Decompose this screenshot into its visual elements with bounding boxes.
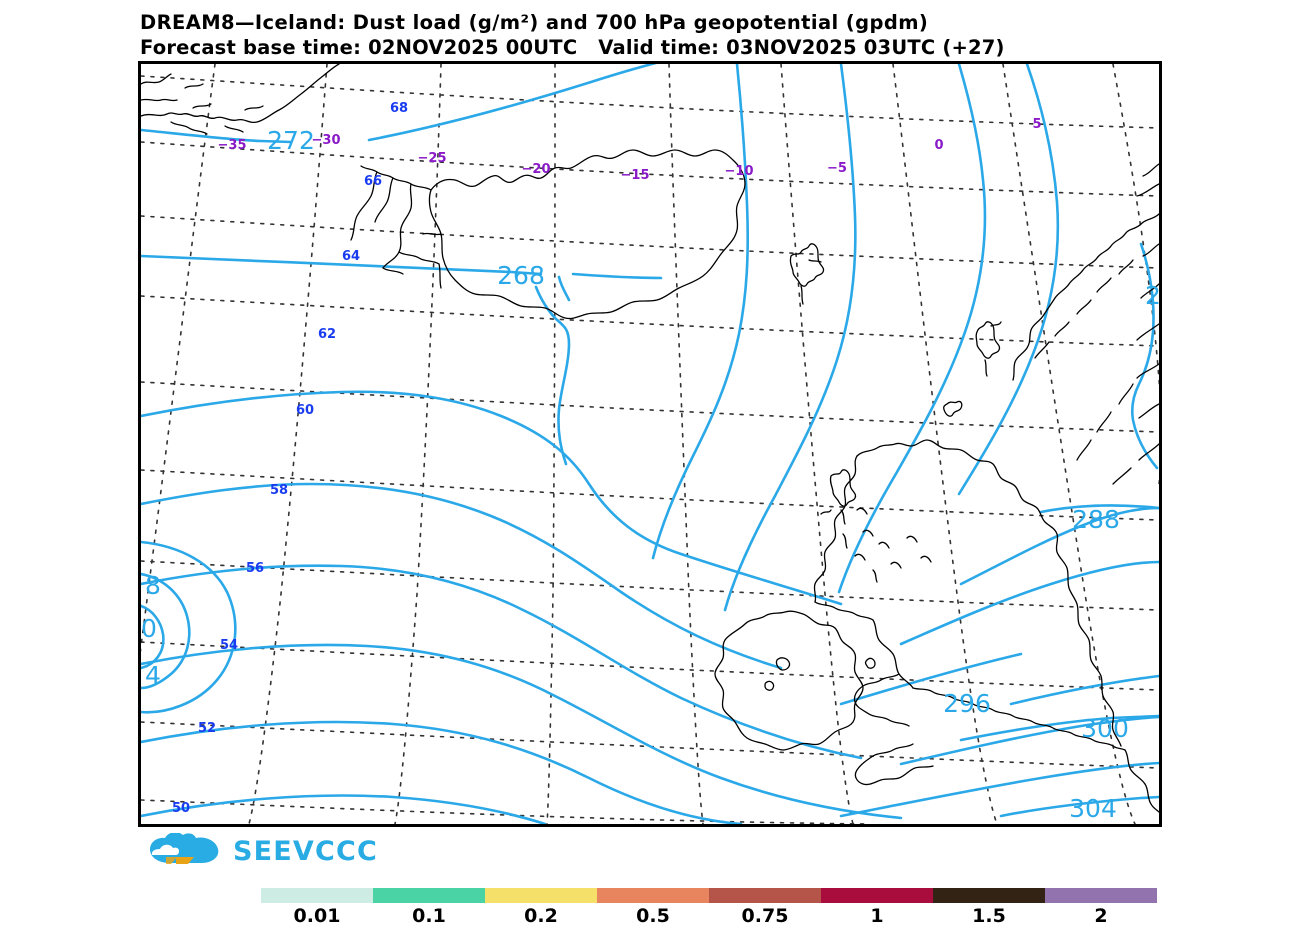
lat-label-60: 60 (296, 403, 314, 418)
lon-label-m20: −20 (522, 162, 551, 177)
colorbar-segment-1 (373, 888, 485, 903)
geopotential-contour-labels: 272 268 288 296 300 304 2 8 0 4 (141, 126, 1159, 823)
contour-label-left-b: 0 (141, 614, 157, 643)
colorbar-tick-0: 0.01 (293, 905, 341, 927)
colorbar-segment-6 (933, 888, 1045, 903)
lat-label-64: 64 (342, 249, 360, 264)
colorbar-tick-2: 0.2 (524, 905, 558, 927)
page-title: DREAM8—Iceland: Dust load (g/m²) and 700… (140, 11, 929, 34)
lat-label-58: 58 (270, 483, 288, 498)
latitude-labels: 68 66 64 62 60 58 56 54 52 50 (172, 101, 408, 816)
lon-label-5: 5 (1032, 117, 1041, 132)
logo-text: SEEVCCC (233, 835, 379, 867)
contour-label-left-a: 8 (145, 571, 161, 600)
contour-label-268: 268 (497, 261, 545, 290)
lon-label-m25: −25 (418, 151, 447, 166)
lat-label-54: 54 (220, 638, 238, 653)
lat-label-52: 52 (198, 721, 216, 736)
contour-label-left-c: 4 (145, 661, 161, 690)
colorbar-tick-4: 0.75 (741, 905, 789, 927)
lon-label-m30: −30 (312, 133, 341, 148)
lat-label-50: 50 (172, 801, 190, 816)
chart-title-block: DREAM8—Iceland: Dust load (g/m²) and 700… (140, 10, 1290, 60)
lon-label-m5: −5 (827, 161, 847, 176)
lon-label-0: 0 (934, 138, 943, 153)
lon-label-m35: −35 (218, 138, 247, 153)
contour-label-2-right: 2 (1145, 281, 1159, 310)
chart-subtitle: Forecast base time: 02NOV2025 00UTC Vali… (140, 36, 1005, 59)
contour-label-300: 300 (1081, 714, 1129, 743)
lon-label-m15: −15 (621, 168, 650, 183)
lat-label-56: 56 (246, 561, 264, 576)
colorbar-segment-4 (709, 888, 821, 903)
map-canvas: 68 66 64 62 60 58 56 54 52 50 −35 −30 −2… (141, 64, 1159, 824)
colorbar-segment-3 (597, 888, 709, 903)
lat-label-68: 68 (390, 101, 408, 116)
colorbar-segment-7 (1045, 888, 1157, 903)
contour-label-304: 304 (1069, 794, 1117, 823)
lat-label-66: 66 (364, 174, 382, 189)
colorbar-segment-5 (821, 888, 933, 903)
colorbar-tick-1: 0.1 (412, 905, 446, 927)
contour-label-272: 272 (267, 126, 315, 155)
colorbar-tick-7: 2 (1094, 905, 1108, 927)
lon-label-m10: −10 (725, 164, 754, 179)
geopotential-contours (141, 64, 1159, 824)
lat-label-62: 62 (318, 327, 336, 342)
graticule-longitude-lines (141, 64, 1159, 824)
seevccc-logo[interactable]: SEEVCCC (146, 833, 378, 869)
colorbar-tick-labels: 0.01 0.1 0.2 0.5 0.75 1 1.5 2 (261, 905, 1157, 929)
colorbar-segment-2 (485, 888, 597, 903)
colorbar-segment-0 (261, 888, 373, 903)
longitude-labels: −35 −30 −25 −20 −15 −10 −5 0 5 (218, 117, 1042, 183)
colorbar-tick-6: 1.5 (972, 905, 1006, 927)
dust-load-colorbar (261, 888, 1157, 903)
contour-label-296: 296 (943, 689, 991, 718)
contour-label-288: 288 (1072, 505, 1120, 534)
colorbar-tick-5: 1 (870, 905, 884, 927)
graticule-latitude-lines (141, 75, 1159, 824)
coastlines (141, 64, 1159, 813)
colorbar-tick-3: 0.5 (636, 905, 670, 927)
map-panel[interactable]: 68 66 64 62 60 58 56 54 52 50 −35 −30 −2… (138, 61, 1162, 827)
cloud-icon (150, 833, 219, 864)
